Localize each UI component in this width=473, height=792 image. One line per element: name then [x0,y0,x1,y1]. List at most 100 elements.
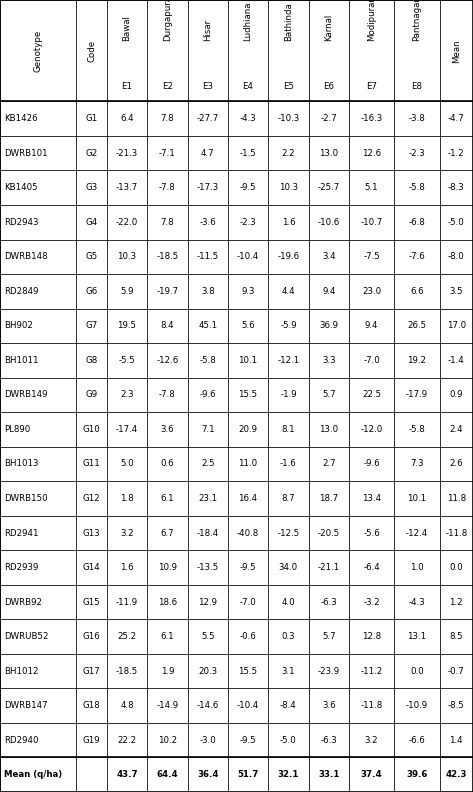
Text: Durgapura: Durgapura [163,0,172,40]
Bar [187,274,228,309]
Bar [107,550,147,584]
Bar [147,205,187,239]
Text: -4.7: -4.7 [448,114,464,123]
Bar [107,136,147,170]
Bar [0,136,76,170]
Bar [76,101,107,136]
Text: G12: G12 [83,494,100,503]
Text: BH1013: BH1013 [4,459,38,468]
Bar [349,0,394,101]
Text: PL890: PL890 [4,425,30,434]
Bar [394,343,439,378]
Text: 6.1: 6.1 [160,494,174,503]
Bar [147,274,187,309]
Text: G1: G1 [86,114,97,123]
Bar [394,447,439,482]
Text: -13.7: -13.7 [116,183,138,192]
Bar [0,757,76,792]
Bar [349,378,394,412]
Bar [268,170,308,205]
Bar [187,723,228,757]
Text: -12.0: -12.0 [360,425,383,434]
Text: -3.8: -3.8 [409,114,425,123]
Bar [228,309,268,343]
Text: -0.6: -0.6 [240,632,256,641]
Bar [308,688,349,723]
Bar [187,378,228,412]
Bar [228,170,268,205]
Text: 5.1: 5.1 [365,183,378,192]
Text: -7.5: -7.5 [363,253,380,261]
Text: -1.5: -1.5 [240,149,256,158]
Text: 1.9: 1.9 [161,667,174,676]
Text: 13.0: 13.0 [319,149,338,158]
Bar [308,550,349,584]
Bar [147,482,187,516]
Bar [107,757,147,792]
Bar [76,584,107,619]
Text: -12.5: -12.5 [277,528,299,538]
Bar [76,170,107,205]
Text: 7.3: 7.3 [410,459,424,468]
Text: G13: G13 [83,528,100,538]
Bar [349,343,394,378]
Text: Genotype: Genotype [34,29,43,72]
Text: 3.6: 3.6 [322,701,336,710]
Text: RD2941: RD2941 [4,528,38,538]
Bar [228,482,268,516]
Bar [394,239,439,274]
Bar [308,619,349,654]
Bar [349,619,394,654]
Bar [349,274,394,309]
Text: 1.6: 1.6 [281,218,295,227]
Text: Code: Code [87,40,96,62]
Bar [76,482,107,516]
Bar [147,101,187,136]
Text: -9.5: -9.5 [240,183,256,192]
Text: G8: G8 [86,356,97,365]
Bar [187,170,228,205]
Bar [107,309,147,343]
Bar [394,482,439,516]
Bar [187,309,228,343]
Bar [228,0,268,101]
Bar [394,412,439,447]
Text: -19.6: -19.6 [277,253,299,261]
Text: 2.3: 2.3 [120,390,134,399]
Bar [439,482,473,516]
Bar [0,343,76,378]
Bar [268,378,308,412]
Text: 8.5: 8.5 [449,632,463,641]
Bar [147,550,187,584]
Bar [107,516,147,550]
Text: Bawal: Bawal [123,15,131,40]
Bar [439,239,473,274]
Text: -1.9: -1.9 [280,390,297,399]
Bar [308,723,349,757]
Bar [394,136,439,170]
Text: -5.8: -5.8 [409,183,425,192]
Bar [394,688,439,723]
Text: 36.9: 36.9 [319,322,338,330]
Bar [0,412,76,447]
Bar [394,757,439,792]
Text: 2.5: 2.5 [201,459,215,468]
Bar [147,343,187,378]
Bar [439,516,473,550]
Bar [107,101,147,136]
Bar [107,343,147,378]
Text: 3.6: 3.6 [160,425,174,434]
Text: -12.1: -12.1 [277,356,299,365]
Bar [394,170,439,205]
Bar [0,239,76,274]
Text: 3.4: 3.4 [322,253,336,261]
Bar [308,205,349,239]
Bar [107,619,147,654]
Bar [107,482,147,516]
Bar [76,274,107,309]
Bar [228,619,268,654]
Text: 1.8: 1.8 [120,494,134,503]
Bar [268,447,308,482]
Text: -7.8: -7.8 [159,390,176,399]
Text: -13.5: -13.5 [197,563,219,572]
